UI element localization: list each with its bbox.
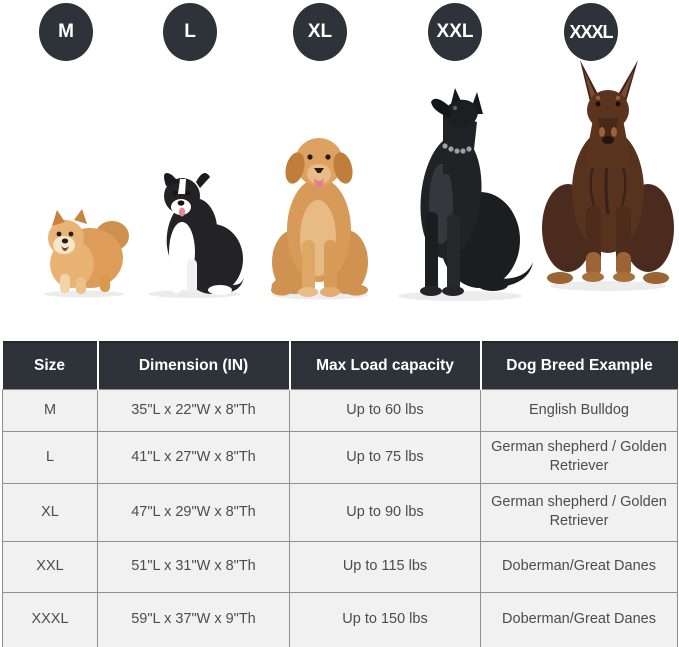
- great-dane-dog-image: [398, 88, 533, 301]
- size-table-container: Size Dimension (IN) Max Load capacity Do…: [2, 341, 678, 647]
- cell-size: XXXL: [2, 591, 98, 647]
- cell-dimension: 41"L x 27"W x 8"Th: [97, 430, 290, 484]
- table-row-xl: XL 47"L x 29"W x 8"Th Up to 90 lbs Germa…: [2, 482, 678, 542]
- cell-breed: English Bulldog: [480, 388, 678, 432]
- size-badge-xl: XL: [293, 3, 347, 61]
- table-row-l: L 41"L x 27"W x 8"Th Up to 75 lbs German…: [2, 430, 678, 484]
- size-table: Size Dimension (IN) Max Load capacity Do…: [2, 341, 678, 647]
- cell-dimension: 59"L x 37"W x 9"Th: [97, 591, 290, 647]
- header-size: Size: [2, 341, 99, 389]
- cell-size: M: [2, 388, 98, 432]
- cell-size: XL: [2, 482, 98, 542]
- golden-retriever-dog-image: [271, 138, 368, 300]
- cell-max-load: Up to 115 lbs: [289, 540, 481, 593]
- cell-size: L: [2, 430, 98, 484]
- cell-max-load: Up to 75 lbs: [289, 430, 481, 484]
- table-header-row: Size Dimension (IN) Max Load capacity Do…: [2, 341, 678, 389]
- cell-breed: German shepherd / Golden Retriever: [480, 482, 678, 542]
- cell-breed: German shepherd / Golden Retriever: [480, 430, 678, 484]
- cell-size: XXL: [2, 540, 98, 593]
- header-max-load: Max Load capacity: [289, 341, 482, 389]
- size-badge-xl-label: XL: [307, 21, 333, 42]
- size-badge-m-label: M: [58, 21, 74, 42]
- border-collie-dog-image: [148, 173, 244, 298]
- cell-dimension: 47"L x 29"W x 8"Th: [97, 482, 290, 542]
- cell-breed: Doberman/Great Danes: [480, 540, 678, 593]
- size-badge-m: M: [39, 3, 93, 61]
- pomeranian-dog-image: [44, 209, 129, 298]
- cell-dimension: 51"L x 31"W x 8"Th: [97, 540, 290, 593]
- size-badge-xxxl: XXXL: [564, 3, 618, 61]
- size-badge-xxxl-label: XXXL: [569, 21, 613, 42]
- header-dimension: Dimension (IN): [97, 341, 291, 389]
- cell-max-load: Up to 150 lbs: [289, 591, 481, 647]
- cell-max-load: Up to 90 lbs: [289, 482, 481, 542]
- size-badge-xxl: XXL: [428, 3, 482, 61]
- size-badge-l-label: L: [184, 21, 196, 42]
- size-badge-xxl-label: XXL: [436, 21, 474, 42]
- size-badge-l: L: [163, 3, 217, 61]
- header-breed: Dog Breed Example: [480, 341, 678, 389]
- cell-breed: Doberman/Great Danes: [480, 591, 678, 647]
- table-row-m: M 35"L x 22"W x 8"Th Up to 60 lbs Englis…: [2, 388, 678, 432]
- cell-dimension: 35"L x 22"W x 8"Th: [97, 388, 290, 432]
- table-row-xxxl: XXXL 59"L x 37"W x 9"Th Up to 150 lbs Do…: [2, 591, 678, 647]
- cell-max-load: Up to 60 lbs: [289, 388, 481, 432]
- table-row-xxl: XXL 51"L x 31"W x 8"Th Up to 115 lbs Dob…: [2, 540, 678, 593]
- doberman-dog-image: [542, 60, 674, 291]
